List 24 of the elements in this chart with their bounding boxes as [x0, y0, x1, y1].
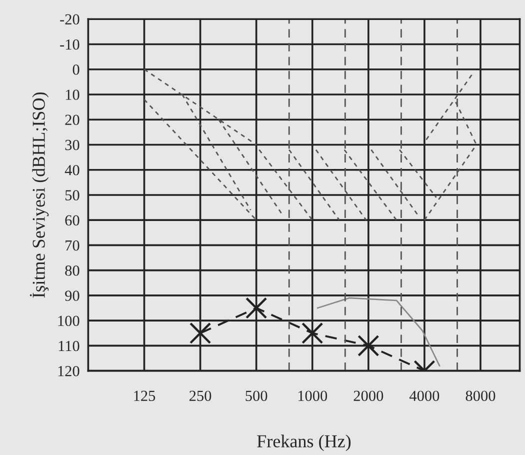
y-tick-label: 10 — [66, 90, 80, 100]
x-tick-label: 500 — [246, 390, 268, 402]
y-tick-label: 50 — [65, 190, 80, 200]
y-tick-label: 60 — [65, 215, 80, 226]
y-tick-label: -20 — [60, 14, 80, 25]
y-tick-label: 70 — [66, 240, 80, 251]
x-tick-label: 125 — [134, 390, 156, 402]
y-tick-label: 90 — [65, 290, 80, 301]
x-axis-title: Frekans (Hz) — [257, 434, 351, 452]
y-tick-label: 30 — [65, 140, 80, 150]
y-tick-label: 100 — [58, 316, 80, 326]
x-tick-label: 250 — [189, 390, 212, 402]
y-tick-label: 110 — [58, 340, 80, 352]
y-tick-label: -10 — [60, 39, 80, 50]
x-tick-label: 2000 — [354, 390, 384, 402]
x-tick-label: 4000 — [409, 390, 440, 402]
y-tick-label: 0 — [72, 64, 80, 75]
y-tick-label: 80 — [65, 265, 80, 276]
y-tick-label: 40 — [64, 164, 80, 176]
x-tick-label: 1000 — [298, 390, 328, 402]
x-tick-label: 8000 — [466, 390, 496, 402]
y-tick-label: 120 — [58, 366, 80, 376]
y-tick-label: 20 — [65, 114, 80, 126]
y-axis-title: İşitme Seviyesi (dBHL;ISO) — [30, 92, 49, 298]
